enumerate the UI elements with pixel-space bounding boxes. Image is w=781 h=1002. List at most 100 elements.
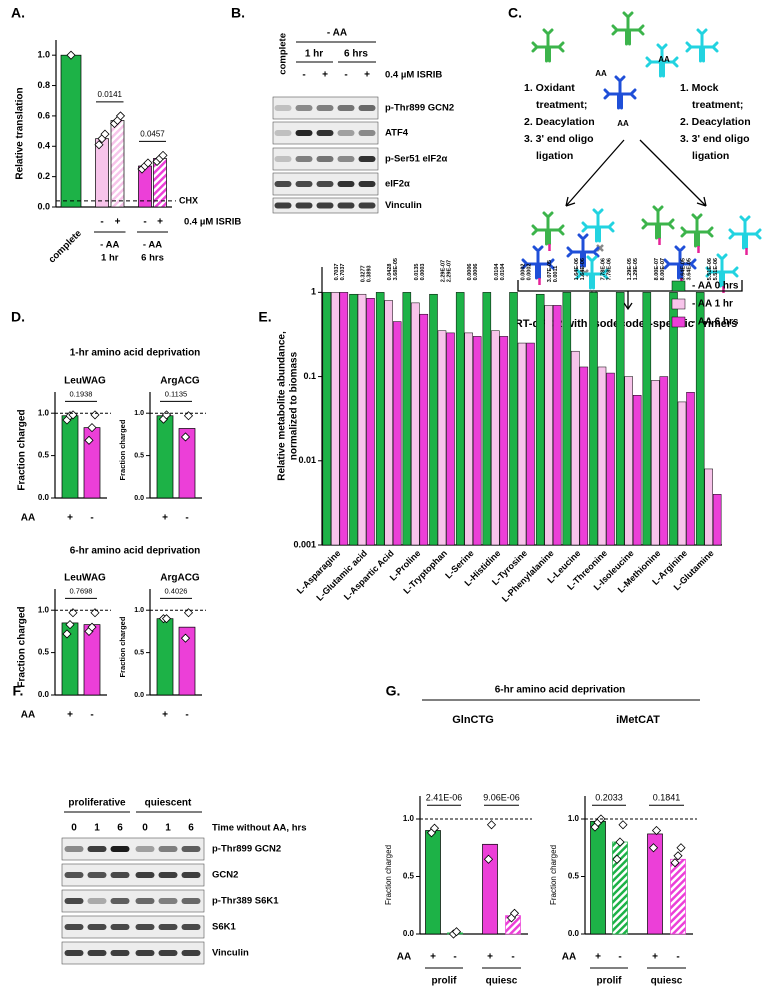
row-label: S6K1	[212, 922, 236, 933]
sign: +	[115, 217, 121, 228]
step-text: ligation	[692, 150, 729, 162]
p-value-label: 0.0006	[467, 264, 473, 281]
bar	[375, 292, 385, 546]
blot-band	[110, 872, 130, 878]
blot-band	[87, 950, 107, 956]
data-point	[183, 411, 194, 421]
step-text: 2. Deacylation	[524, 116, 595, 128]
blot-band	[295, 156, 313, 162]
p-value-label: 0.0135	[414, 264, 420, 281]
trna-body	[705, 253, 739, 288]
bar	[482, 292, 492, 546]
y-tick-label: 1.0	[403, 814, 415, 823]
data-point	[615, 837, 625, 847]
trna-icon	[728, 215, 762, 255]
blot-band	[316, 156, 334, 162]
step-text: 2. Deacylation	[680, 116, 751, 128]
bar	[509, 292, 518, 546]
row-label: eIF2α	[385, 179, 410, 190]
bar	[178, 626, 196, 696]
y-tick-label: 0.5	[403, 872, 415, 881]
row-title: 6-hr amino acid deprivation	[70, 546, 201, 557]
bar	[590, 820, 606, 935]
data-point	[429, 823, 440, 833]
panel-label: E.	[258, 309, 271, 325]
data-point	[618, 820, 628, 830]
bar	[437, 330, 447, 546]
p-value-label: 0.0104	[494, 263, 500, 281]
blot-band	[110, 898, 130, 904]
data-point	[180, 432, 191, 442]
row-label: GCN2	[212, 870, 238, 881]
trna-body	[685, 28, 719, 63]
panel-title: 6-hr amino acid deprivation	[495, 685, 626, 696]
sign: +	[162, 513, 168, 524]
p-value-label: 0.0006	[473, 264, 479, 281]
arrow	[565, 139, 625, 207]
p-value-label: 7.78E-06	[600, 258, 606, 280]
p-value-label: 0.3893	[366, 265, 372, 282]
comparison-label: 0.2033	[595, 793, 623, 803]
bar	[411, 302, 420, 546]
blot-band	[87, 872, 107, 878]
sign: +	[322, 70, 328, 81]
bar	[472, 336, 482, 546]
bar	[517, 342, 527, 546]
sign: -	[511, 952, 514, 963]
aa-label: AA	[595, 69, 607, 78]
y-tick-label: 0.0	[568, 929, 580, 938]
bar	[669, 292, 678, 546]
blot-band	[110, 846, 130, 852]
bar	[425, 830, 441, 935]
y-tick-label: 0.1	[303, 371, 316, 381]
bar	[670, 858, 686, 935]
data-point	[486, 820, 497, 830]
step-text: 3. 3' end oligo	[680, 133, 750, 145]
time-label: 1	[94, 823, 100, 834]
bar	[544, 305, 553, 546]
blot-band	[358, 202, 376, 209]
comparison-label: 2.41E-06	[426, 793, 463, 803]
x-row-label: AA	[397, 952, 411, 963]
blot-band	[135, 872, 155, 878]
y-tick-label: 0.5	[134, 649, 144, 656]
bar	[384, 300, 393, 546]
bar	[552, 305, 562, 546]
legend-swatch	[671, 298, 686, 310]
time-label: 0	[142, 823, 148, 834]
p-value-label: 0.0003	[420, 264, 426, 281]
p-value-label: 3.07E-05	[547, 260, 553, 282]
blot-band	[135, 898, 155, 904]
blot-band	[274, 156, 292, 162]
trna-icon	[521, 245, 555, 285]
group-label: complete	[47, 228, 84, 265]
y-axis-label: Fraction charged	[118, 616, 127, 677]
bar	[499, 336, 509, 546]
bar	[455, 292, 465, 546]
p-value-label: 0.0002	[520, 264, 526, 281]
bar	[482, 843, 498, 935]
blot-band	[274, 130, 292, 136]
blot-band	[316, 130, 334, 136]
group-label: - AA	[143, 240, 162, 251]
blot-band	[358, 181, 376, 187]
trna-icon	[531, 28, 565, 63]
p-value-label: 5.51E-06	[707, 258, 713, 280]
y-axis-label: Fraction charged	[549, 845, 558, 905]
blot-band	[135, 924, 155, 930]
legend-swatch	[671, 280, 686, 292]
blot-band	[358, 105, 376, 111]
bar	[695, 292, 705, 546]
comparison-label: 0.1841	[653, 793, 681, 803]
data-point	[94, 140, 104, 150]
y-tick-label: 1.0	[38, 408, 50, 417]
data-point	[84, 435, 94, 445]
p-value-label: 3.68E-05	[393, 258, 399, 280]
time-label: 6	[117, 823, 123, 834]
y-axis-label: normalized to biomass	[289, 351, 300, 460]
data-point	[509, 908, 520, 918]
blot-band	[337, 105, 355, 111]
bar	[366, 298, 375, 546]
y-tick-label: 0.0	[38, 690, 50, 699]
